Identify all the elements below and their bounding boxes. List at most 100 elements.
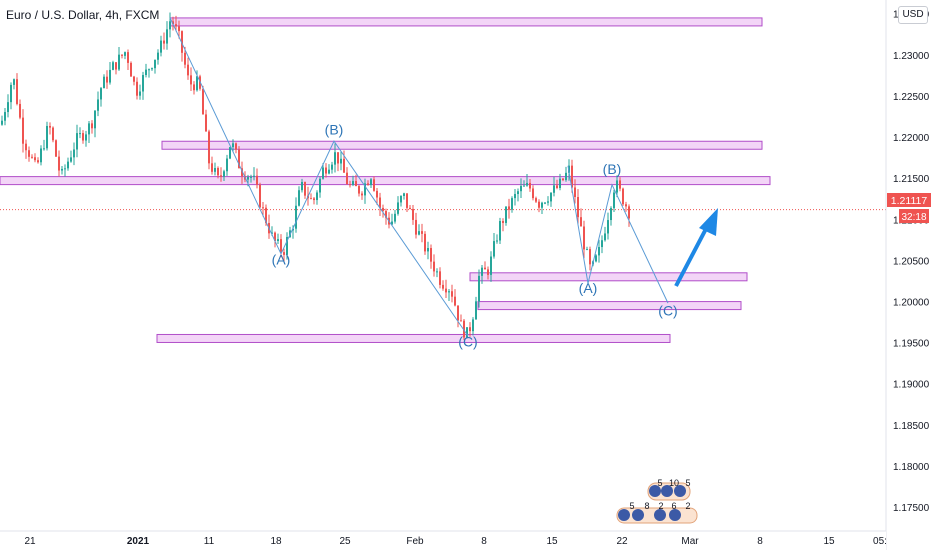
time-tick-label: 18	[270, 536, 282, 547]
candle-up	[493, 241, 495, 257]
badge-count: 2	[658, 501, 663, 511]
candle-down	[556, 185, 558, 188]
candle-down	[52, 127, 54, 141]
candle-up	[160, 40, 162, 53]
candle-down	[529, 182, 531, 189]
candle-down	[532, 188, 534, 199]
candle-up	[340, 158, 342, 164]
candle-up	[544, 202, 546, 204]
candle-down	[34, 157, 36, 161]
candle-down	[457, 305, 459, 321]
candle-down	[589, 249, 591, 265]
badge-row-1: 5 10 5	[647, 478, 691, 501]
price-tick-label: 1.22500	[893, 92, 930, 103]
candle-down	[184, 52, 186, 65]
candle-up	[436, 271, 438, 273]
waves-layer: (A) (B) (C) (A) (B) (C)	[169, 17, 678, 350]
candle-up	[250, 176, 252, 178]
candle-down	[259, 184, 261, 208]
price-tick-label: 1.20000	[893, 297, 930, 308]
candle-up	[352, 181, 354, 185]
time-axis[interactable]	[0, 531, 886, 550]
wave-line	[169, 17, 469, 337]
candle-down	[361, 193, 363, 196]
candle-up	[298, 190, 300, 206]
candle-up	[151, 68, 153, 70]
projection-arrow[interactable]	[674, 208, 718, 287]
candle-up	[70, 157, 72, 162]
symbol-title[interactable]: Euro / U.S. Dollar, 4h, FXCM	[6, 8, 160, 22]
candle-down	[379, 197, 381, 208]
candle-down	[235, 143, 237, 150]
candle-down	[163, 40, 165, 44]
zone-rect	[156, 333, 671, 343]
candle-up	[148, 69, 150, 71]
badge-count: 10	[669, 478, 679, 488]
candle-down	[172, 21, 174, 25]
candle-down	[346, 172, 348, 185]
candle-up	[403, 193, 405, 197]
candle-up	[124, 52, 126, 56]
candle-down	[409, 207, 411, 209]
candle-down	[238, 149, 240, 169]
candle-down	[454, 296, 456, 306]
candle-up	[112, 62, 114, 70]
zone-rect	[469, 272, 748, 282]
event-badges[interactable]: 5 10 5 5 8 2 6 2	[616, 478, 698, 524]
candle-up	[466, 327, 468, 338]
candle-up	[397, 202, 399, 214]
candle-down	[127, 52, 129, 63]
candle-up	[214, 167, 216, 172]
candle-down	[325, 167, 327, 174]
candle-down	[313, 198, 315, 201]
time-tick-label: 15	[546, 536, 558, 547]
candle-down	[619, 180, 621, 189]
flag-icon	[649, 485, 661, 497]
flag-icon	[618, 509, 630, 521]
candle-down	[31, 156, 33, 158]
candle-down	[205, 114, 207, 132]
candle-up	[319, 178, 321, 193]
candle-up	[157, 52, 159, 60]
candle-up	[514, 194, 516, 199]
badge-count: 8	[644, 501, 649, 511]
flag-icon	[632, 509, 644, 521]
zones-layer	[0, 17, 771, 343]
candle-up	[139, 91, 141, 96]
candle-down	[355, 181, 357, 187]
candle-down	[439, 271, 441, 285]
candle-up	[427, 248, 429, 252]
candle-down	[262, 207, 264, 209]
price-tick-label: 1.21500	[893, 174, 930, 185]
candle-down	[445, 288, 447, 293]
candle-down	[22, 117, 24, 144]
candle-down	[508, 206, 510, 210]
price-tick-label: 1.19000	[893, 380, 930, 391]
candle-up	[490, 256, 492, 275]
candle-up	[496, 240, 498, 242]
candle-down	[574, 187, 576, 198]
candle-up	[499, 221, 501, 241]
candle-up	[559, 178, 561, 188]
price-axis[interactable]	[886, 0, 932, 550]
candle-down	[571, 165, 573, 188]
candle-up	[478, 275, 480, 302]
currency-button[interactable]: USD	[898, 6, 928, 24]
candle-down	[136, 81, 138, 96]
candle-up	[67, 161, 69, 169]
candle-up	[541, 202, 543, 208]
candle-down	[463, 320, 465, 338]
candle-down	[580, 217, 582, 227]
candle-up	[364, 183, 366, 196]
candle-up	[448, 291, 450, 293]
candle-up	[316, 192, 318, 201]
candle-up	[46, 125, 48, 149]
candle-up	[550, 192, 552, 202]
candle-up	[517, 191, 519, 195]
candle-up	[196, 76, 198, 91]
candle-up	[226, 158, 228, 172]
candle-down	[577, 197, 579, 218]
flag-icon	[674, 485, 686, 497]
